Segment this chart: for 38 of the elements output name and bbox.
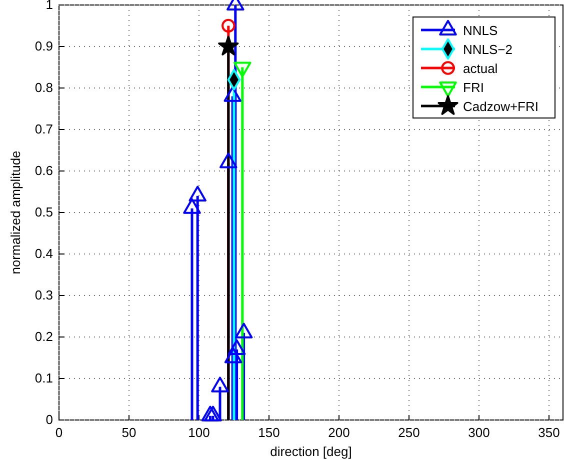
point [188,186,206,202]
point [224,348,242,364]
legend-label: NNLS [463,23,498,38]
x-tick-label: 100 [188,425,210,440]
legend-label: NNLS−2 [463,42,512,57]
y-tick-label: 0.1 [34,370,53,386]
y-tick-label: 0.8 [34,80,53,95]
y-tick-label: 0.3 [34,288,53,302]
legend-label: actual [463,61,498,76]
x-tick-label: 150 [258,425,280,440]
x-tick-label: 350 [538,425,560,440]
x-tick-label: 200 [328,425,350,440]
point [183,198,201,214]
x-tick-label: 250 [398,425,420,440]
y-tick-label: 0.2 [34,329,53,344]
legend-label: FRI [463,80,484,95]
x-axis-title: direction [deg] [270,444,352,459]
point [204,406,222,422]
y-tick-label: 0.9 [34,38,53,54]
x-tick-label: 300 [468,425,490,440]
point [201,406,220,422]
y-tick-label: 1 [46,0,53,12]
point [234,322,253,338]
y-tick-label: 0.4 [34,246,53,261]
y-tick-label: 0.6 [34,163,53,178]
y-axis-title: normalized amplitude [8,150,23,274]
y-tick-label: 0.5 [34,204,53,220]
x-tick-label: 50 [122,425,136,440]
point [220,152,238,168]
point [224,86,242,102]
x-tick-label: 0 [55,425,63,440]
y-tick-label: 0.7 [34,122,53,136]
point [218,36,239,56]
y-tick-label: 0 [46,412,53,427]
point [211,376,229,392]
point [222,18,236,33]
legend-label: Cadzow+FRI [463,99,538,114]
point [228,339,246,356]
